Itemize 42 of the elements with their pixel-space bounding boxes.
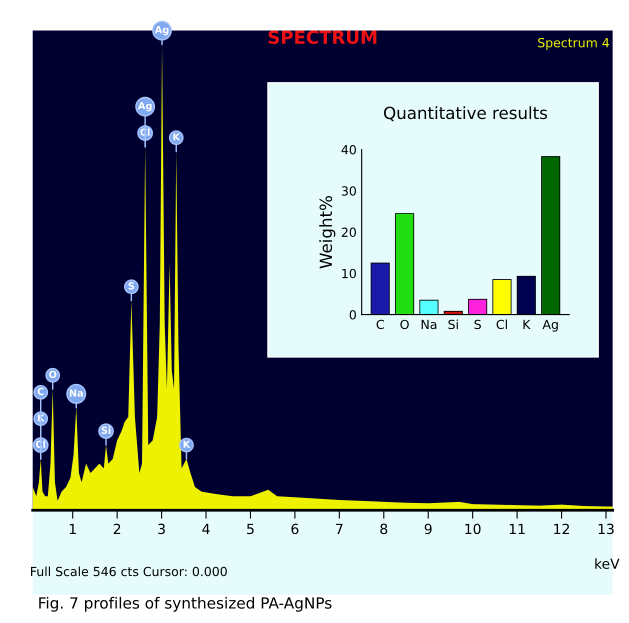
x-tick-label: 9 <box>424 524 432 534</box>
annotation: Na <box>70 389 83 397</box>
x-tick-label: 8 <box>380 524 388 534</box>
annotation: Ag <box>138 102 152 112</box>
x-tick-label: Ag <box>542 320 558 332</box>
x-tick-label: 3 <box>158 524 165 534</box>
y-tick-label: 40 <box>342 144 356 154</box>
x-tick-label: 13 <box>598 524 614 534</box>
x-tick-label: 7 <box>336 524 343 534</box>
annotation: O <box>49 370 56 378</box>
x-tick-label: S <box>474 320 481 330</box>
x-tick-label: C <box>376 320 384 330</box>
x-tick-label: O <box>400 320 409 330</box>
chart-title: SPECTRUM <box>268 30 376 44</box>
y-tick-label: 30 <box>342 186 356 196</box>
chart-title: Quantitative results <box>384 106 548 122</box>
annotation: K <box>173 133 180 140</box>
caption: Fig. 7 profiles of synthesized PA-AgNPs <box>39 596 332 612</box>
y-tick-label: 0 <box>350 310 356 320</box>
y-axis-title: Weight% <box>319 196 336 268</box>
text: Full Scale 546 cts Cursor: 0.000 <box>31 566 227 576</box>
x-tick-label: 12 <box>554 524 569 534</box>
x-tick-label: 10 <box>465 524 481 534</box>
x-tick-label: 1 <box>70 524 76 534</box>
x-tick-label: 5 <box>247 524 254 534</box>
x-tick-label: 11 <box>510 524 525 534</box>
y-tick-label: 20 <box>342 228 356 237</box>
x-tick-label: K <box>523 320 531 329</box>
x-axis-title: keV <box>595 558 620 569</box>
x-tick-label: 4 <box>202 524 210 534</box>
x-tick-label: Cl <box>496 319 507 330</box>
annotation: K <box>184 440 191 448</box>
annotation: Ag <box>154 26 168 36</box>
annotation: S <box>128 282 134 290</box>
annotation: Si <box>102 426 110 434</box>
annotation: C <box>38 388 44 396</box>
x-tick-label: Na <box>422 320 436 330</box>
x-tick-label: Si <box>448 319 458 330</box>
y-tick-label: 10 <box>342 268 356 278</box>
x-tick-label: 2 <box>114 524 120 534</box>
annotation: Spectrum 4 <box>538 38 610 50</box>
x-tick-label: 6 <box>291 524 298 534</box>
